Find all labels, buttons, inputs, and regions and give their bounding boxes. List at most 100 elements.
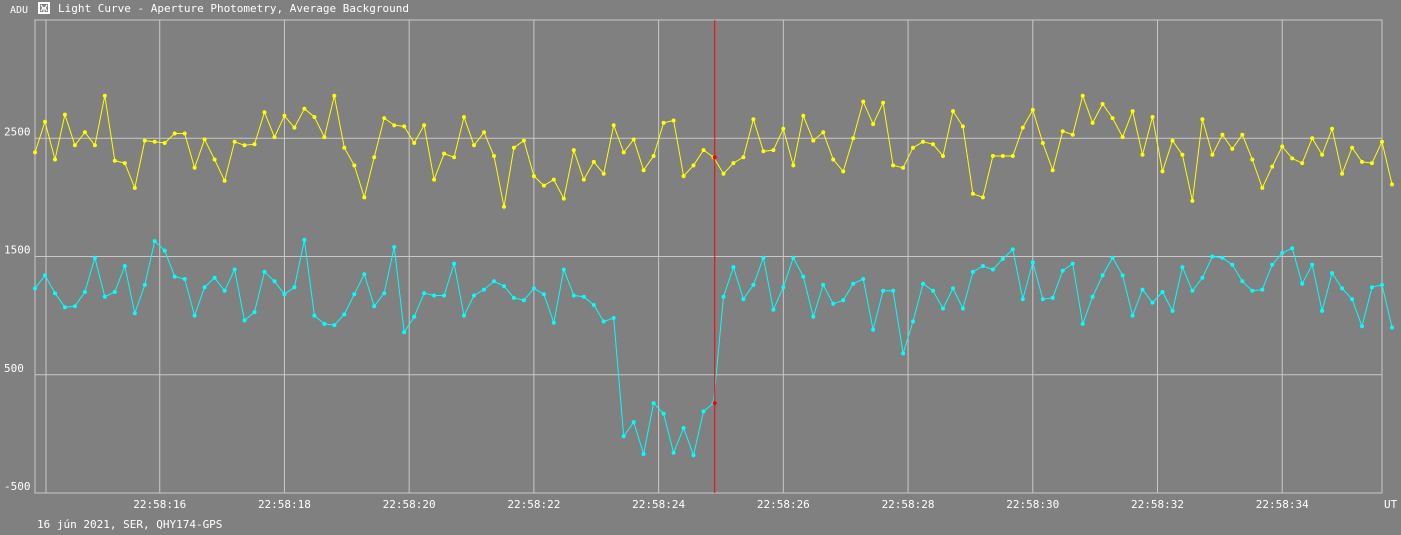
data-point xyxy=(1050,295,1055,300)
cursor-marker xyxy=(712,155,717,160)
data-point xyxy=(531,286,536,291)
data-point xyxy=(681,426,686,430)
data-point xyxy=(951,109,955,114)
data-point xyxy=(1230,146,1235,151)
data-point xyxy=(1350,297,1355,302)
y-tick-label: 500 xyxy=(4,362,24,375)
data-point xyxy=(1230,262,1235,267)
data-point xyxy=(731,161,736,166)
cursor-marker xyxy=(712,401,717,406)
data-point xyxy=(462,115,466,119)
data-point xyxy=(482,130,486,135)
data-point xyxy=(482,287,486,292)
footer-info: 16 jún 2021, SER, QHY174-GPS xyxy=(37,518,223,531)
data-point xyxy=(781,285,786,290)
data-point xyxy=(1330,271,1335,276)
data-point xyxy=(641,452,646,456)
data-point xyxy=(412,141,417,145)
data-point xyxy=(791,255,796,260)
data-point xyxy=(1080,93,1085,98)
data-point xyxy=(152,239,157,244)
data-point xyxy=(911,145,915,150)
x-tick-labels: 22:58:16 22:58:18 22:58:20 22:58:22 22:58:24… xyxy=(133,498,1309,511)
data-point xyxy=(1150,115,1155,119)
data-point xyxy=(1050,168,1055,173)
data-point xyxy=(1370,161,1374,166)
data-point xyxy=(811,314,816,319)
data-point xyxy=(1140,287,1145,292)
data-point xyxy=(262,110,267,115)
data-point xyxy=(282,292,287,297)
data-point xyxy=(332,93,337,98)
data-point xyxy=(282,113,287,118)
data-point xyxy=(741,297,746,302)
data-point xyxy=(332,323,337,328)
light-curve-icon xyxy=(38,2,50,14)
data-point xyxy=(382,116,387,121)
data-point xyxy=(192,165,197,170)
x-axis-label: UT xyxy=(1384,498,1398,511)
data-point xyxy=(102,294,107,299)
data-point xyxy=(1160,169,1165,174)
data-point xyxy=(761,149,766,154)
data-point xyxy=(62,112,67,117)
data-point xyxy=(322,321,327,326)
data-point xyxy=(53,157,57,162)
data-point xyxy=(1210,152,1215,157)
data-point xyxy=(591,303,596,307)
chart-header: ADU Light Curve - Aperture Photometry, A… xyxy=(0,0,1401,18)
data-point xyxy=(990,267,995,272)
data-point xyxy=(761,255,766,260)
data-point xyxy=(232,139,237,144)
data-point xyxy=(1180,152,1185,157)
data-point xyxy=(43,119,47,124)
data-point xyxy=(960,306,965,311)
data-point xyxy=(901,351,906,356)
data-point xyxy=(122,161,127,166)
data-point xyxy=(611,316,616,320)
data-point xyxy=(601,171,606,176)
data-point xyxy=(1080,321,1085,326)
data-point xyxy=(1260,185,1265,190)
data-point xyxy=(931,142,935,147)
data-point xyxy=(871,122,876,127)
data-point xyxy=(172,131,177,136)
data-point xyxy=(1240,279,1245,284)
data-point xyxy=(721,171,726,176)
series-line xyxy=(34,94,1393,207)
light-curve-chart[interactable]: 2500 1500 500 -500 22:58:16 22:58:18 22:58:20… xyxy=(0,0,1401,518)
data-point xyxy=(1190,198,1195,203)
data-point xyxy=(881,288,886,293)
data-point xyxy=(1330,126,1335,131)
y-tick-label: -500 xyxy=(4,480,31,493)
data-point xyxy=(1390,182,1394,187)
data-point xyxy=(1370,285,1374,290)
data-point xyxy=(1070,261,1075,266)
data-point xyxy=(951,286,955,291)
data-point xyxy=(771,148,776,153)
data-point xyxy=(521,138,526,143)
data-point xyxy=(252,310,257,315)
data-point xyxy=(442,151,447,156)
data-point xyxy=(302,106,307,111)
data-point xyxy=(302,237,307,242)
data-point xyxy=(591,159,596,164)
data-point xyxy=(192,313,197,318)
data-point xyxy=(212,275,217,280)
data-point xyxy=(661,120,666,125)
data-point xyxy=(980,264,985,268)
data-point xyxy=(631,137,636,142)
data-point xyxy=(921,281,925,286)
x-tick-label: 22:58:18 xyxy=(258,498,311,511)
data-point xyxy=(1130,313,1135,318)
data-point xyxy=(861,277,866,281)
data-point xyxy=(841,169,846,174)
series-2 xyxy=(33,237,1394,458)
data-point xyxy=(1380,139,1384,144)
data-point xyxy=(212,157,217,162)
data-point xyxy=(362,195,367,200)
data-point xyxy=(412,314,417,319)
data-point xyxy=(292,285,297,290)
data-point xyxy=(1290,156,1295,161)
data-point xyxy=(960,124,965,129)
